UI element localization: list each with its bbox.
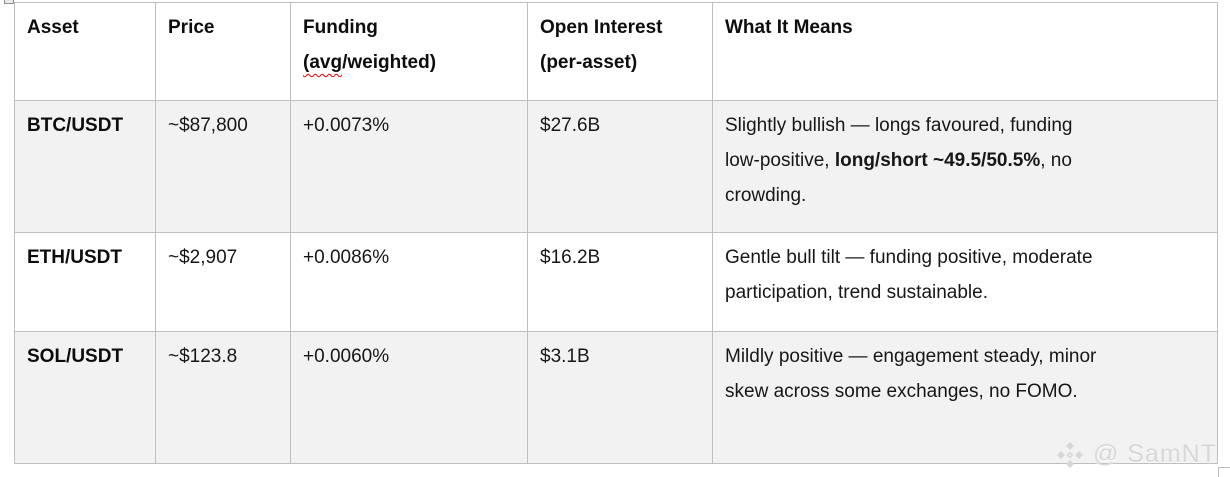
binance-diamond-logo-icon: [1056, 441, 1083, 468]
watermark-handle: @ SamNT: [1092, 440, 1217, 468]
funding-cell: +0.0060%: [290, 331, 528, 464]
text-segment: (per-asset): [540, 52, 638, 73]
text-line: Slightly bullish — longs favoured, fundi…: [725, 108, 1205, 143]
text-line: Mildly positive — engagement steady, min…: [725, 339, 1205, 374]
text-segment: low-positive,: [725, 150, 835, 171]
text-segment: /weighted): [342, 52, 437, 73]
open-interest-cell: $27.6B: [527, 100, 713, 233]
open-interest-cell: $3.1B: [527, 331, 713, 464]
column-header-funding: Funding (avg/weighted): [290, 2, 528, 101]
column-header-open-interest: Open Interest (per-asset): [527, 2, 713, 101]
text-segment: , no: [1040, 150, 1072, 171]
watermark: @ SamNT: [1056, 440, 1217, 469]
meaning-cell: Slightly bullish — longs favoured, fundi…: [712, 100, 1218, 233]
text-line: participation, trend sustainable.: [725, 275, 1205, 310]
meaning-cell: Gentle bull tilt — funding positive, mod…: [712, 232, 1218, 332]
text-segment: Funding: [303, 17, 378, 38]
funding-cell: +0.0073%: [290, 100, 528, 233]
text-segment: participation, trend sustainable.: [725, 282, 988, 303]
price-cell: ~$87,800: [155, 100, 291, 233]
text-segment: Slightly bullish — longs favoured, fundi…: [725, 115, 1073, 136]
text-segment: crowding.: [725, 185, 807, 206]
asset-cell: ETH/USDT: [14, 232, 156, 332]
text-line: skew across some exchanges, no FOMO.: [725, 374, 1205, 409]
text-segment: Mildly positive — engagement steady, min…: [725, 346, 1097, 367]
price-cell: ~$2,907: [155, 232, 291, 332]
text-line: Gentle bull tilt — funding positive, mod…: [725, 240, 1205, 275]
table-row-btc: BTC/USDT ~$87,800 +0.0073% $27.6B Slight…: [14, 100, 1218, 233]
table-row-sol: SOL/USDT ~$123.8 +0.0060% $3.1B Mildly p…: [14, 331, 1218, 464]
text-segment: skew across some exchanges, no FOMO.: [725, 381, 1078, 402]
meaning-cell: Mildly positive — engagement steady, min…: [712, 331, 1218, 464]
text-line: Funding: [303, 10, 515, 45]
text-line: crowding.: [725, 178, 1205, 213]
column-header-asset: Asset: [14, 2, 156, 101]
text-line: (per-asset): [540, 45, 700, 80]
text-boundary-corner-mark: [1218, 467, 1230, 477]
text-line: (avg/weighted): [303, 45, 515, 80]
header-row: Asset Price Funding (avg/weighted) Open I…: [14, 2, 1218, 101]
text-segment: Open Interest: [540, 17, 663, 38]
column-header-price: Price: [155, 2, 291, 101]
column-header-what-it-means: What It Means: [712, 2, 1218, 101]
asset-cell: SOL/USDT: [14, 331, 156, 464]
crypto-funding-table: Asset Price Funding (avg/weighted) Open I…: [14, 2, 1218, 464]
text-segment: long/short ~49.5/50.5%: [834, 150, 1041, 171]
asset-cell: BTC/USDT: [14, 100, 156, 233]
open-interest-cell: $16.2B: [527, 232, 713, 332]
table-move-handle-icon[interactable]: [4, 0, 14, 4]
text-line: low-positive, long/short ~49.5/50.5%, no: [725, 143, 1205, 178]
text-line: Open Interest: [540, 10, 700, 45]
funding-cell: +0.0086%: [290, 232, 528, 332]
table-row-eth: ETH/USDT ~$2,907 +0.0086% $16.2B Gentle …: [14, 232, 1218, 332]
text-segment: Gentle bull tilt — funding positive, mod…: [725, 247, 1093, 268]
price-cell: ~$123.8: [155, 331, 291, 464]
misspelled-text: (avg: [303, 52, 343, 73]
